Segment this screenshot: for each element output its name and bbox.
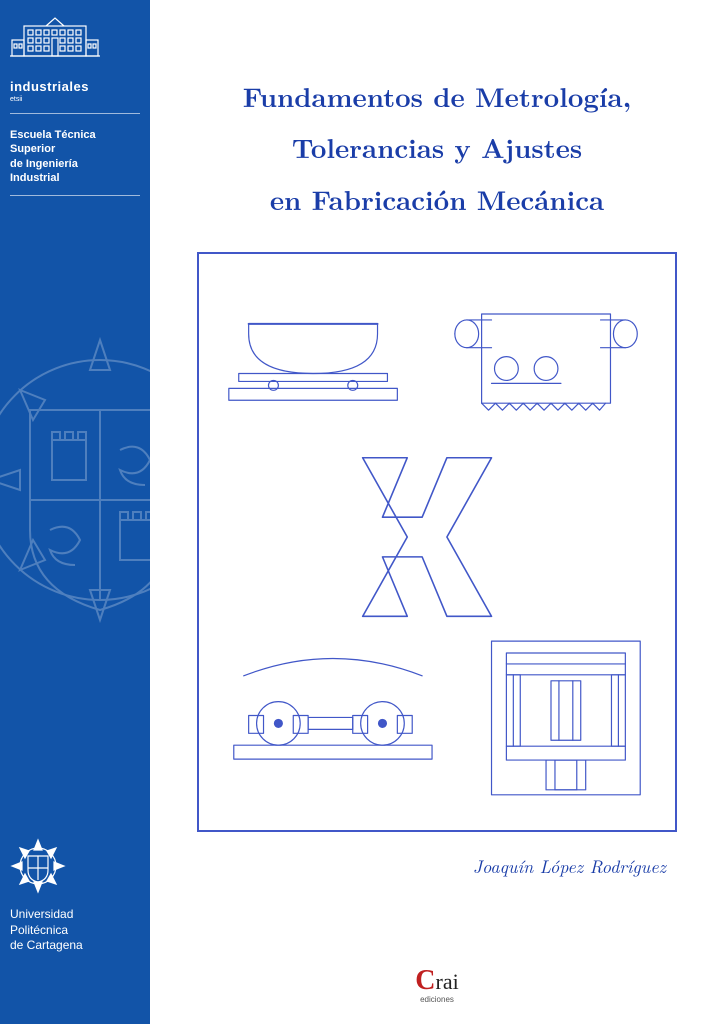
publisher-brand: Crai [415,965,458,997]
building-icon [10,16,140,73]
school-name: Escuela Técnica Superior de Ingeniería I… [10,128,140,185]
publisher-logo: Crai ediciones [415,965,458,1004]
university-name: Universidad Politécnica de Cartagena [10,907,83,954]
title-line: Fundamentos de Metrología, [243,76,631,115]
etsii-label: etsii [10,96,140,103]
technical-diagram-icon [209,262,665,822]
university-name-line: de Cartagena [10,938,83,952]
title-line: Tolerancias y Ajustes [292,127,582,166]
university-logo-icon [10,838,83,899]
cover-title: Fundamentos de Metrología, Tolerancias y… [243,70,631,224]
industriales-logo-block: industriales etsii [10,16,140,103]
school-name-line: Industrial [10,172,60,184]
school-name-line: de Ingeniería [10,158,78,170]
school-name-line: Superior [10,143,55,155]
cover-main: Fundamentos de Metrología, Tolerancias y… [150,0,724,1024]
publisher-sub: ediciones [415,995,458,1004]
publisher-brand-rest: rai [436,969,459,994]
industriales-label: industriales [10,79,140,94]
author-name: Joaquín López Rodríguez [473,854,666,879]
sidebar: industriales etsii Escuela Técnica Super… [0,0,150,1024]
divider [10,113,140,114]
school-name-line: Escuela Técnica [10,129,96,141]
title-line: en Fabricación Mecánica [270,179,604,218]
publisher-brand-letter: C [415,965,435,996]
divider [10,195,140,196]
diagram-frame [197,252,677,832]
university-name-line: Universidad [10,907,73,921]
university-name-line: Politécnica [10,923,68,937]
university-block: Universidad Politécnica de Cartagena [10,838,83,954]
